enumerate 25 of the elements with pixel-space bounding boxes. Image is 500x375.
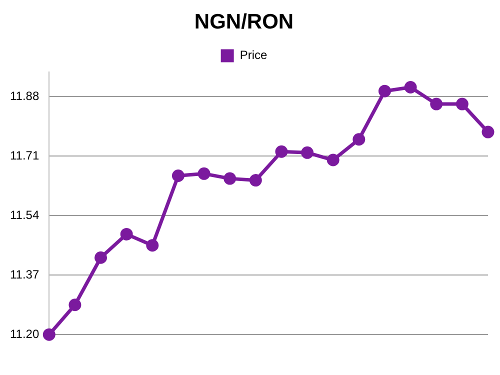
y-tick-label: 11.88 [10, 89, 40, 104]
point [326, 154, 340, 166]
point [352, 133, 366, 146]
y-tick-label: 11.54 [10, 208, 40, 222]
y-tick-label: 11.37 [10, 267, 40, 282]
point [120, 228, 133, 240]
point [198, 167, 210, 180]
point [146, 239, 159, 252]
point [482, 126, 494, 138]
point [275, 145, 288, 158]
point [68, 298, 82, 312]
point [378, 84, 391, 98]
point [249, 174, 262, 187]
point [94, 251, 108, 264]
point [301, 146, 314, 159]
legend-label: Price [240, 48, 268, 62]
point [456, 98, 468, 110]
y-tick-label: 11.20 [10, 326, 40, 341]
point [430, 98, 443, 110]
chart-title: NGN/RON [194, 10, 294, 34]
point [172, 170, 184, 182]
point [224, 172, 236, 185]
point [404, 80, 417, 94]
point [42, 328, 56, 341]
y-tick-label: 11.71 [10, 148, 40, 162]
